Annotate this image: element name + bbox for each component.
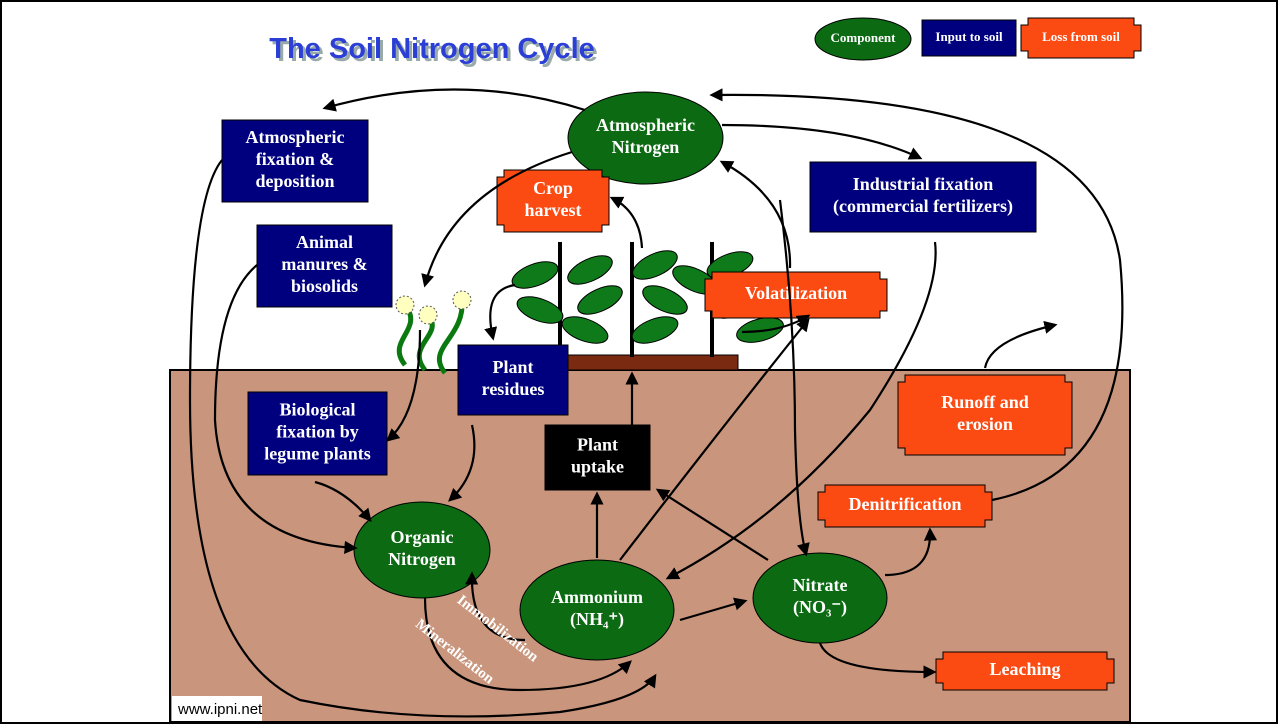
node-label: Nitrate — [793, 575, 848, 595]
node-label: Leaching — [989, 659, 1060, 679]
node-label: manures & — [281, 254, 367, 274]
plant-bed — [540, 355, 738, 370]
node-label: (commercial fertilizers) — [833, 196, 1013, 217]
page: The Soil Nitrogen Cycle The Soil Nitroge… — [0, 0, 1278, 724]
node-label: (NH₄⁺) — [570, 609, 624, 630]
node-label: Nitrogen — [612, 137, 680, 157]
node-label: Atmospheric — [246, 127, 345, 147]
node-label: Plant — [492, 357, 533, 377]
nodule-flower — [419, 306, 437, 324]
legend-label: Input to soil — [935, 29, 1003, 44]
nodule-flower — [453, 291, 471, 309]
node-label: harvest — [525, 200, 582, 220]
node-label: Volatilization — [745, 283, 847, 303]
node-label: (NO₃⁻) — [793, 597, 847, 618]
diagram: The Soil Nitrogen Cycle The Soil Nitroge… — [0, 0, 1278, 724]
node-label: Organic — [391, 527, 454, 547]
node-label: Nitrogen — [388, 549, 456, 569]
node-label: Ammonium — [551, 587, 643, 607]
node-label: Industrial fixation — [853, 174, 994, 194]
node-label: Crop — [533, 178, 573, 198]
nodule-flower — [396, 296, 414, 314]
legend-label: Component — [830, 30, 896, 45]
node-label: biosolids — [291, 276, 358, 296]
node-label: deposition — [255, 171, 334, 191]
node-label: Runoff and — [941, 392, 1029, 412]
title: The Soil Nitrogen Cycle — [269, 33, 595, 65]
node-label: legume plants — [264, 444, 371, 464]
node-label: residues — [482, 379, 545, 399]
node-label: fixation & — [256, 149, 335, 169]
node-label: uptake — [571, 457, 624, 477]
node-label: Denitrification — [849, 494, 962, 514]
node-label: Animal — [296, 232, 353, 252]
node-label: Atmospheric — [596, 115, 695, 135]
node-label: fixation by — [276, 422, 359, 442]
source: www.ipni.net — [177, 701, 263, 718]
node-label: Plant — [577, 435, 618, 455]
legend-label: Loss from soil — [1042, 29, 1120, 44]
node-label: Biological — [280, 400, 356, 420]
node-label: erosion — [957, 414, 1013, 434]
